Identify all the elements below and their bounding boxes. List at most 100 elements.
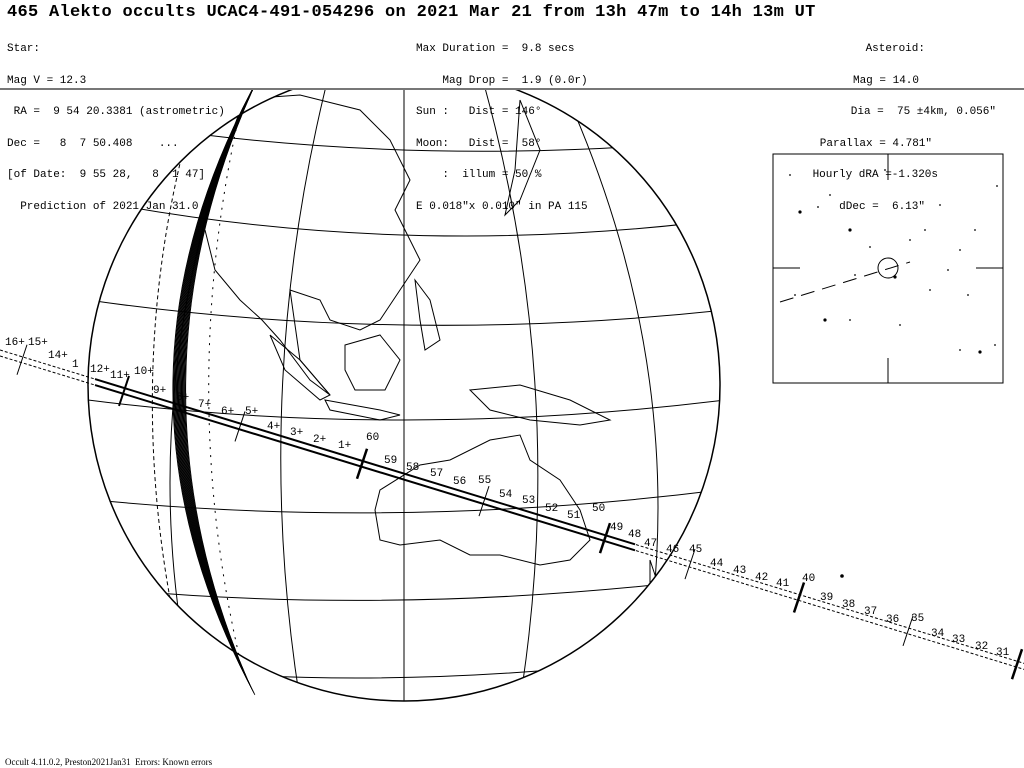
target-star-circle	[877, 257, 899, 279]
asteroid-info: Asteroid: Mag = 14.0 Dia = 75 ±4km, 0.05…	[780, 23, 1000, 223]
field-star	[959, 249, 961, 251]
coastline-australia	[374, 434, 591, 566]
time-tick	[684, 548, 696, 580]
field-star	[967, 294, 969, 296]
time-label: 8+	[176, 392, 189, 404]
time-label: 4+	[267, 421, 280, 433]
meridian	[559, 90, 659, 691]
time-label: 46	[666, 544, 679, 556]
meridian	[479, 90, 539, 701]
time-label: 40	[802, 573, 815, 585]
earth-globe	[87, 90, 721, 702]
night-shading	[172, 90, 256, 696]
asteroid-heading: Asteroid:	[865, 43, 925, 55]
star-mag: Mag V = 12.3	[7, 74, 87, 87]
asteroid-hourly-dra: Hourly dRA =-1.320s	[812, 169, 938, 181]
time-label: 48	[628, 529, 641, 541]
field-star	[869, 246, 871, 248]
coastline-new-guinea	[468, 384, 612, 426]
field-star	[817, 206, 819, 208]
time-label: 59	[384, 455, 397, 467]
field-star	[823, 318, 827, 322]
star-ra: RA = 9 54 20.3381 (astrometric)	[7, 106, 225, 118]
parallel	[99, 119, 720, 152]
time-label: 43	[733, 565, 746, 577]
prediction-date: Prediction of 2021 Jan 31.0	[7, 200, 199, 213]
field-star	[909, 239, 911, 241]
time-label: 41	[776, 578, 790, 590]
parallel	[89, 199, 720, 237]
time-label: 55	[478, 475, 491, 487]
asteroid-ddec: dDec = 6.13"	[839, 200, 925, 213]
parallel	[88, 299, 720, 326]
coastline-new-zealand	[639, 559, 661, 621]
moon-dist: Moon: Dist = 58°	[416, 137, 542, 150]
header-separator	[0, 88, 1024, 90]
field-star	[959, 349, 961, 351]
mag-drop: Mag Drop = 1.9 (0.0r)	[416, 74, 588, 87]
time-tick	[792, 582, 806, 613]
star-dec: Dec = 8 7 50.408 ...	[7, 137, 179, 150]
field-star	[794, 294, 796, 296]
field-star	[884, 169, 886, 171]
time-tick	[478, 485, 490, 517]
time-label: 35	[911, 613, 924, 625]
page-title: 465 Alekto occults UCAC4-491-054296 on 2…	[7, 3, 816, 22]
time-label: 52	[545, 503, 558, 515]
time-tick	[902, 615, 914, 647]
time-label: 45	[689, 544, 702, 556]
moon-illum: : illum = 50 %	[416, 169, 542, 181]
time-label: 2+	[313, 434, 326, 446]
star-chart-inset	[772, 153, 1004, 384]
coastline-asia	[204, 94, 421, 396]
field-star	[899, 324, 901, 326]
time-tick	[16, 344, 28, 375]
coastline-java	[324, 399, 401, 421]
coastline-philippines	[414, 278, 441, 351]
time-label: 37	[864, 606, 877, 618]
time-label: 47	[644, 538, 657, 550]
time-label: 32	[975, 641, 988, 653]
time-label: 1	[72, 359, 79, 371]
path-edge-north	[94, 378, 636, 546]
time-label: 38	[842, 599, 855, 611]
max-duration: Max Duration = 9.8 secs	[416, 43, 575, 55]
field-star	[978, 350, 982, 354]
field-star	[947, 269, 949, 271]
time-label: 10+	[134, 366, 154, 378]
field-star	[974, 229, 976, 231]
field-star	[893, 275, 897, 279]
time-label: 57	[430, 468, 443, 480]
meridian	[169, 90, 251, 681]
field-star	[939, 204, 941, 206]
asteroid-motion-path	[779, 261, 911, 303]
field-star	[924, 229, 926, 231]
time-tick	[118, 375, 130, 407]
coastline-sumatra	[269, 334, 331, 401]
inset-crosshair	[773, 154, 1003, 383]
time-label: 1+	[338, 440, 351, 452]
field-star	[996, 185, 998, 187]
meridian	[280, 90, 331, 701]
time-label: 58	[406, 462, 419, 474]
time-label: 36	[886, 614, 899, 626]
time-tick	[598, 522, 612, 554]
asteroid-parallax: Parallax = 4.781"	[819, 137, 932, 150]
asteroid-mag: Mag = 14.0	[852, 74, 919, 87]
site-marker	[840, 574, 844, 578]
field-star	[849, 319, 851, 321]
night-shade-arc	[185, 90, 253, 684]
time-label: 5+	[245, 406, 258, 418]
time-label: 39	[820, 592, 833, 604]
time-label: 12+	[90, 364, 110, 376]
coastline-japan	[504, 99, 541, 217]
path-edge-south	[94, 384, 636, 552]
field-star	[994, 344, 996, 346]
field-star	[929, 289, 931, 291]
time-label: 14+	[48, 350, 68, 362]
time-label: 53	[522, 495, 535, 507]
sun-dist: Sun : Dist = 146°	[416, 106, 542, 118]
time-label: 42	[755, 572, 768, 584]
terminator-line	[208, 90, 251, 701]
